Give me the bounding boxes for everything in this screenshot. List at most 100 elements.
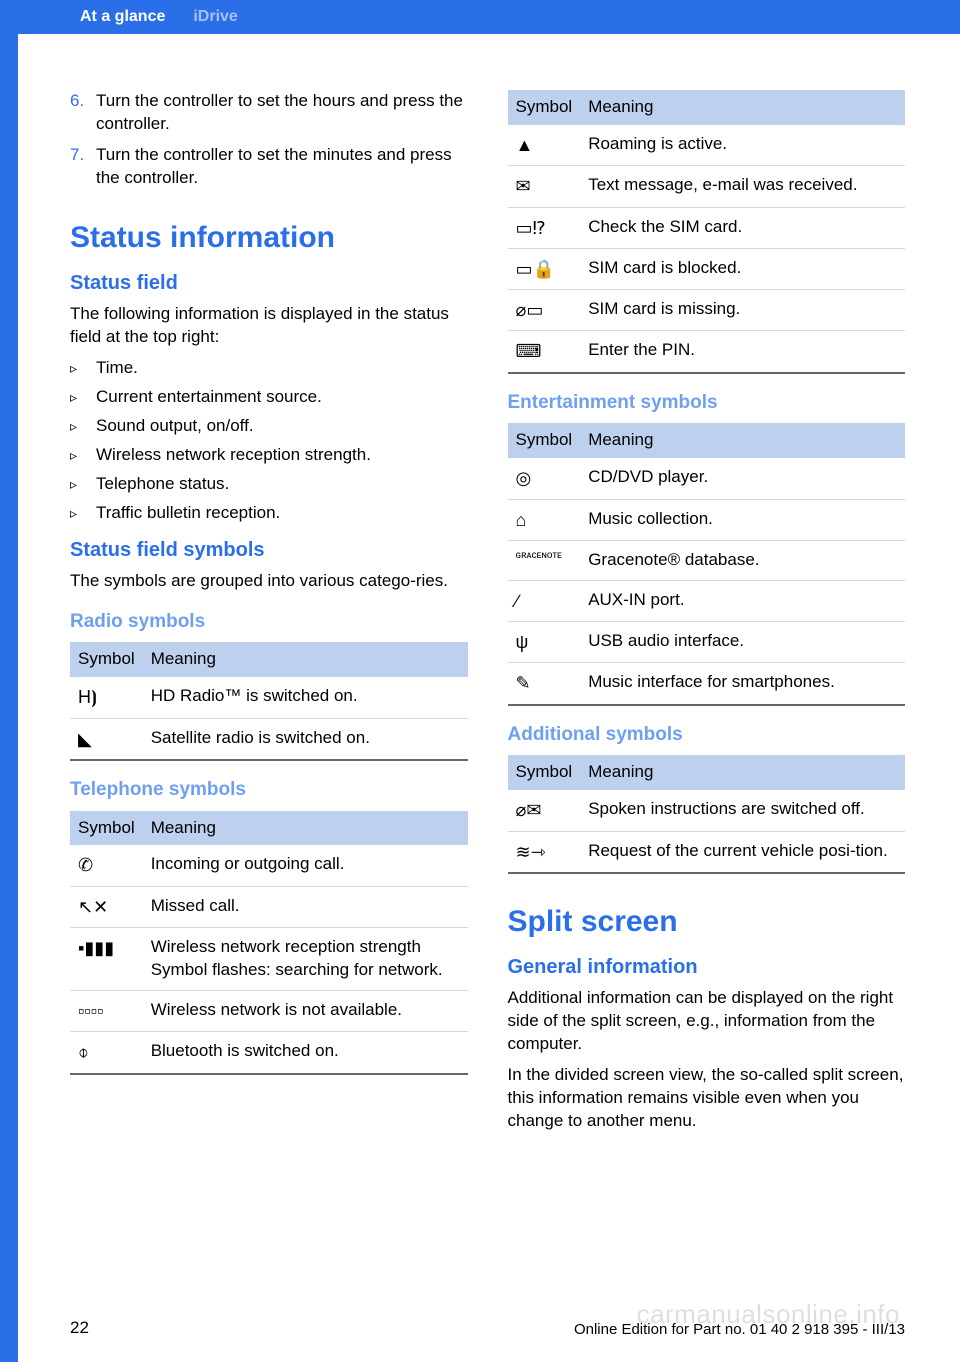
th-meaning: Meaning	[580, 90, 905, 125]
symbol-meaning: SIM card is missing.	[580, 290, 905, 331]
sim-check-icon: ▭⁉	[508, 207, 581, 248]
step-text: Turn the controller to set the minutes a…	[96, 144, 468, 190]
list-item: 6. Turn the controller to set the hours …	[70, 90, 468, 136]
table-row: ∕ AUX-IN port.	[508, 580, 906, 621]
smartphone-music-icon: ✎	[508, 663, 581, 705]
heading-entertainment-symbols: Entertainment symbols	[508, 390, 906, 416]
th-meaning: Meaning	[143, 642, 468, 677]
no-signal-icon: ▫▫▫▫	[70, 990, 143, 1031]
table-row: ◎ CD/DVD player.	[508, 458, 906, 499]
step-number: 6.	[70, 90, 96, 136]
table-row: ↖✕ Missed call.	[70, 886, 468, 927]
page-footer: 22 Online Edition for Part no. 01 40 2 9…	[70, 1317, 905, 1340]
table-row: ⌨ Enter the PIN.	[508, 331, 906, 373]
symbol-meaning: Music collection.	[580, 499, 905, 540]
heading-radio-symbols: Radio symbols	[70, 609, 468, 635]
table-row: ɢʀᴀᴄᴇɴᴏᴛᴇ Gracenote® database.	[508, 540, 906, 580]
th-meaning: Meaning	[143, 811, 468, 846]
status-field-list: Time. Current entertainment source. Soun…	[70, 357, 468, 525]
top-bar: At a glance iDrive	[0, 0, 960, 34]
usb-icon: ψ	[508, 622, 581, 663]
numbered-steps: 6. Turn the controller to set the hours …	[70, 90, 468, 190]
th-symbol: Symbol	[70, 811, 143, 846]
heading-status-field-symbols: Status field symbols	[70, 537, 468, 564]
list-item: Traffic bulletin reception.	[70, 502, 468, 525]
missed-call-icon: ↖✕	[70, 886, 143, 927]
symbol-meaning: Enter the PIN.	[580, 331, 905, 373]
symbol-meaning: CD/DVD player.	[580, 458, 905, 499]
step-number: 7.	[70, 144, 96, 190]
table-row: ▭🔒 SIM card is blocked.	[508, 248, 906, 289]
gracenote-icon: ɢʀᴀᴄᴇɴᴏᴛᴇ	[508, 540, 581, 580]
symbol-meaning: Request of the current vehicle posi‐tion…	[580, 831, 905, 873]
th-symbol: Symbol	[70, 642, 143, 677]
heading-additional-symbols: Additional symbols	[508, 722, 906, 748]
table-row: ✎ Music interface for smartphones.	[508, 663, 906, 705]
message-icon: ✉	[508, 166, 581, 207]
symbol-meaning: Check the SIM card.	[580, 207, 905, 248]
pin-icon: ⌨	[508, 331, 581, 373]
tab-at-a-glance: At a glance	[80, 6, 165, 28]
symbol-icon: ◣	[70, 718, 143, 760]
additional-symbols-table: Symbol Meaning ⌀✉ Spoken instructions ar…	[508, 755, 906, 874]
cd-icon: ◎	[508, 458, 581, 499]
th-symbol: Symbol	[508, 90, 581, 125]
spoken-off-icon: ⌀✉	[508, 790, 581, 831]
table-row: ⌂ Music collection.	[508, 499, 906, 540]
status-field-intro: The following information is displayed i…	[70, 303, 468, 349]
table-row: ⌀✉ Spoken instructions are switched off.	[508, 790, 906, 831]
telephone-symbols-table: Symbol Meaning ✆ Incoming or outgoing ca…	[70, 811, 468, 1075]
heading-status-field: Status field	[70, 270, 468, 297]
signal-icon: ▪▮▮▮	[70, 928, 143, 991]
symbol-meaning: Missed call.	[143, 886, 468, 927]
split-p2: In the divided screen view, the so-calle…	[508, 1064, 906, 1133]
table-row: ◣ Satellite radio is switched on.	[70, 718, 468, 760]
symbol-meaning: Spoken instructions are switched off.	[580, 790, 905, 831]
page-content: 6. Turn the controller to set the hours …	[70, 90, 905, 1282]
page-number: 22	[70, 1317, 89, 1340]
symbol-meaning: Roaming is active.	[580, 125, 905, 166]
symbol-meaning: USB audio interface.	[580, 622, 905, 663]
symbol-meaning: Music interface for smartphones.	[580, 663, 905, 705]
th-symbol: Symbol	[508, 423, 581, 458]
table-row: ▲ Roaming is active.	[508, 125, 906, 166]
table-row: ✆ Incoming or outgoing call.	[70, 845, 468, 886]
list-item: Time.	[70, 357, 468, 380]
bluetooth-icon: ⌽	[70, 1032, 143, 1074]
sim-missing-icon: ⌀▭	[508, 290, 581, 331]
table-row: ψ USB audio interface.	[508, 622, 906, 663]
telephone-symbols-table-cont: Symbol Meaning ▲ Roaming is active. ✉ Te…	[508, 90, 906, 374]
symbol-meaning: Wireless network is not available.	[143, 990, 468, 1031]
heading-status-information: Status information	[70, 218, 468, 259]
list-item: Current entertainment source.	[70, 386, 468, 409]
table-row: ▪▮▮▮ Wireless network reception strength…	[70, 928, 468, 991]
entertainment-symbols-table: Symbol Meaning ◎ CD/DVD player. ⌂ Music …	[508, 423, 906, 705]
split-p1: Additional information can be displayed …	[508, 987, 906, 1056]
list-item: Telephone status.	[70, 473, 468, 496]
table-row: ▫▫▫▫ Wireless network is not available.	[70, 990, 468, 1031]
radio-symbols-table: Symbol Meaning H⦘ HD Radio™ is switched …	[70, 642, 468, 761]
table-row: ✉ Text message, e-mail was received.	[508, 166, 906, 207]
symbol-meaning: Wireless network reception strength Symb…	[143, 928, 468, 991]
phone-icon: ✆	[70, 845, 143, 886]
symbol-meaning: SIM card is blocked.	[580, 248, 905, 289]
symbols-intro: The symbols are grouped into various cat…	[70, 570, 468, 593]
table-row: ⌀▭ SIM card is missing.	[508, 290, 906, 331]
sim-blocked-icon: ▭🔒	[508, 248, 581, 289]
table-row: ⌽ Bluetooth is switched on.	[70, 1032, 468, 1074]
step-text: Turn the controller to set the hours and…	[96, 90, 468, 136]
symbol-meaning: Bluetooth is switched on.	[143, 1032, 468, 1074]
list-item: 7. Turn the controller to set the minute…	[70, 144, 468, 190]
heading-general-information: General information	[508, 954, 906, 981]
heading-telephone-symbols: Telephone symbols	[70, 777, 468, 803]
heading-split-screen: Split screen	[508, 902, 906, 943]
edition-info: Online Edition for Part no. 01 40 2 918 …	[574, 1320, 905, 1340]
table-row: H⦘ HD Radio™ is switched on.	[70, 677, 468, 718]
left-accent-bar	[0, 0, 18, 1362]
list-item: Wireless network reception strength.	[70, 444, 468, 467]
symbol-meaning: AUX-IN port.	[580, 580, 905, 621]
list-item: Sound output, on/off.	[70, 415, 468, 438]
th-meaning: Meaning	[580, 423, 905, 458]
position-request-icon: ≋⇾	[508, 831, 581, 873]
symbol-meaning: Gracenote® database.	[580, 540, 905, 580]
